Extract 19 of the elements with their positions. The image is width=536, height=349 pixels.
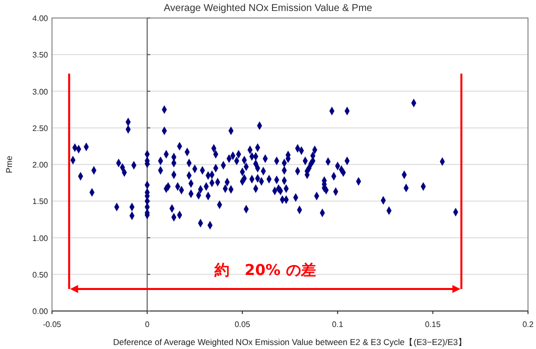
y-tick-label: 1.00 [32,234,49,243]
chart-title: Average Weighted NOx Emission Value & Pme [164,3,373,14]
x-tick-label: -0.05 [42,320,62,329]
y-tick-label: 4.00 [32,14,49,23]
x-tick-label: 0.2 [522,320,534,329]
x-tick-label: 0.15 [425,320,442,329]
y-tick-label: 0.50 [32,270,49,280]
y-tick-label: 1.50 [32,197,49,206]
x-tick-label: 0.1 [332,320,344,329]
x-tick-label: 0 [144,320,150,329]
x-tick-label: 0.05 [234,320,251,329]
y-tick-label: 2.00 [32,160,49,170]
x-axis-title: Deference of Average Weighted NOx Emission Value between E2 & E3 Cycle【(E3−E2)/E3】 [113,337,467,347]
y-axis-title: Pme [4,155,14,174]
y-tick-label: 0.00 [32,307,49,316]
y-tick-label: 3.50 [32,50,49,60]
y-tick-label: 2.50 [32,124,49,133]
annotation: 約 20% の差 [214,261,316,280]
y-tick-label: 3.00 [32,87,49,96]
